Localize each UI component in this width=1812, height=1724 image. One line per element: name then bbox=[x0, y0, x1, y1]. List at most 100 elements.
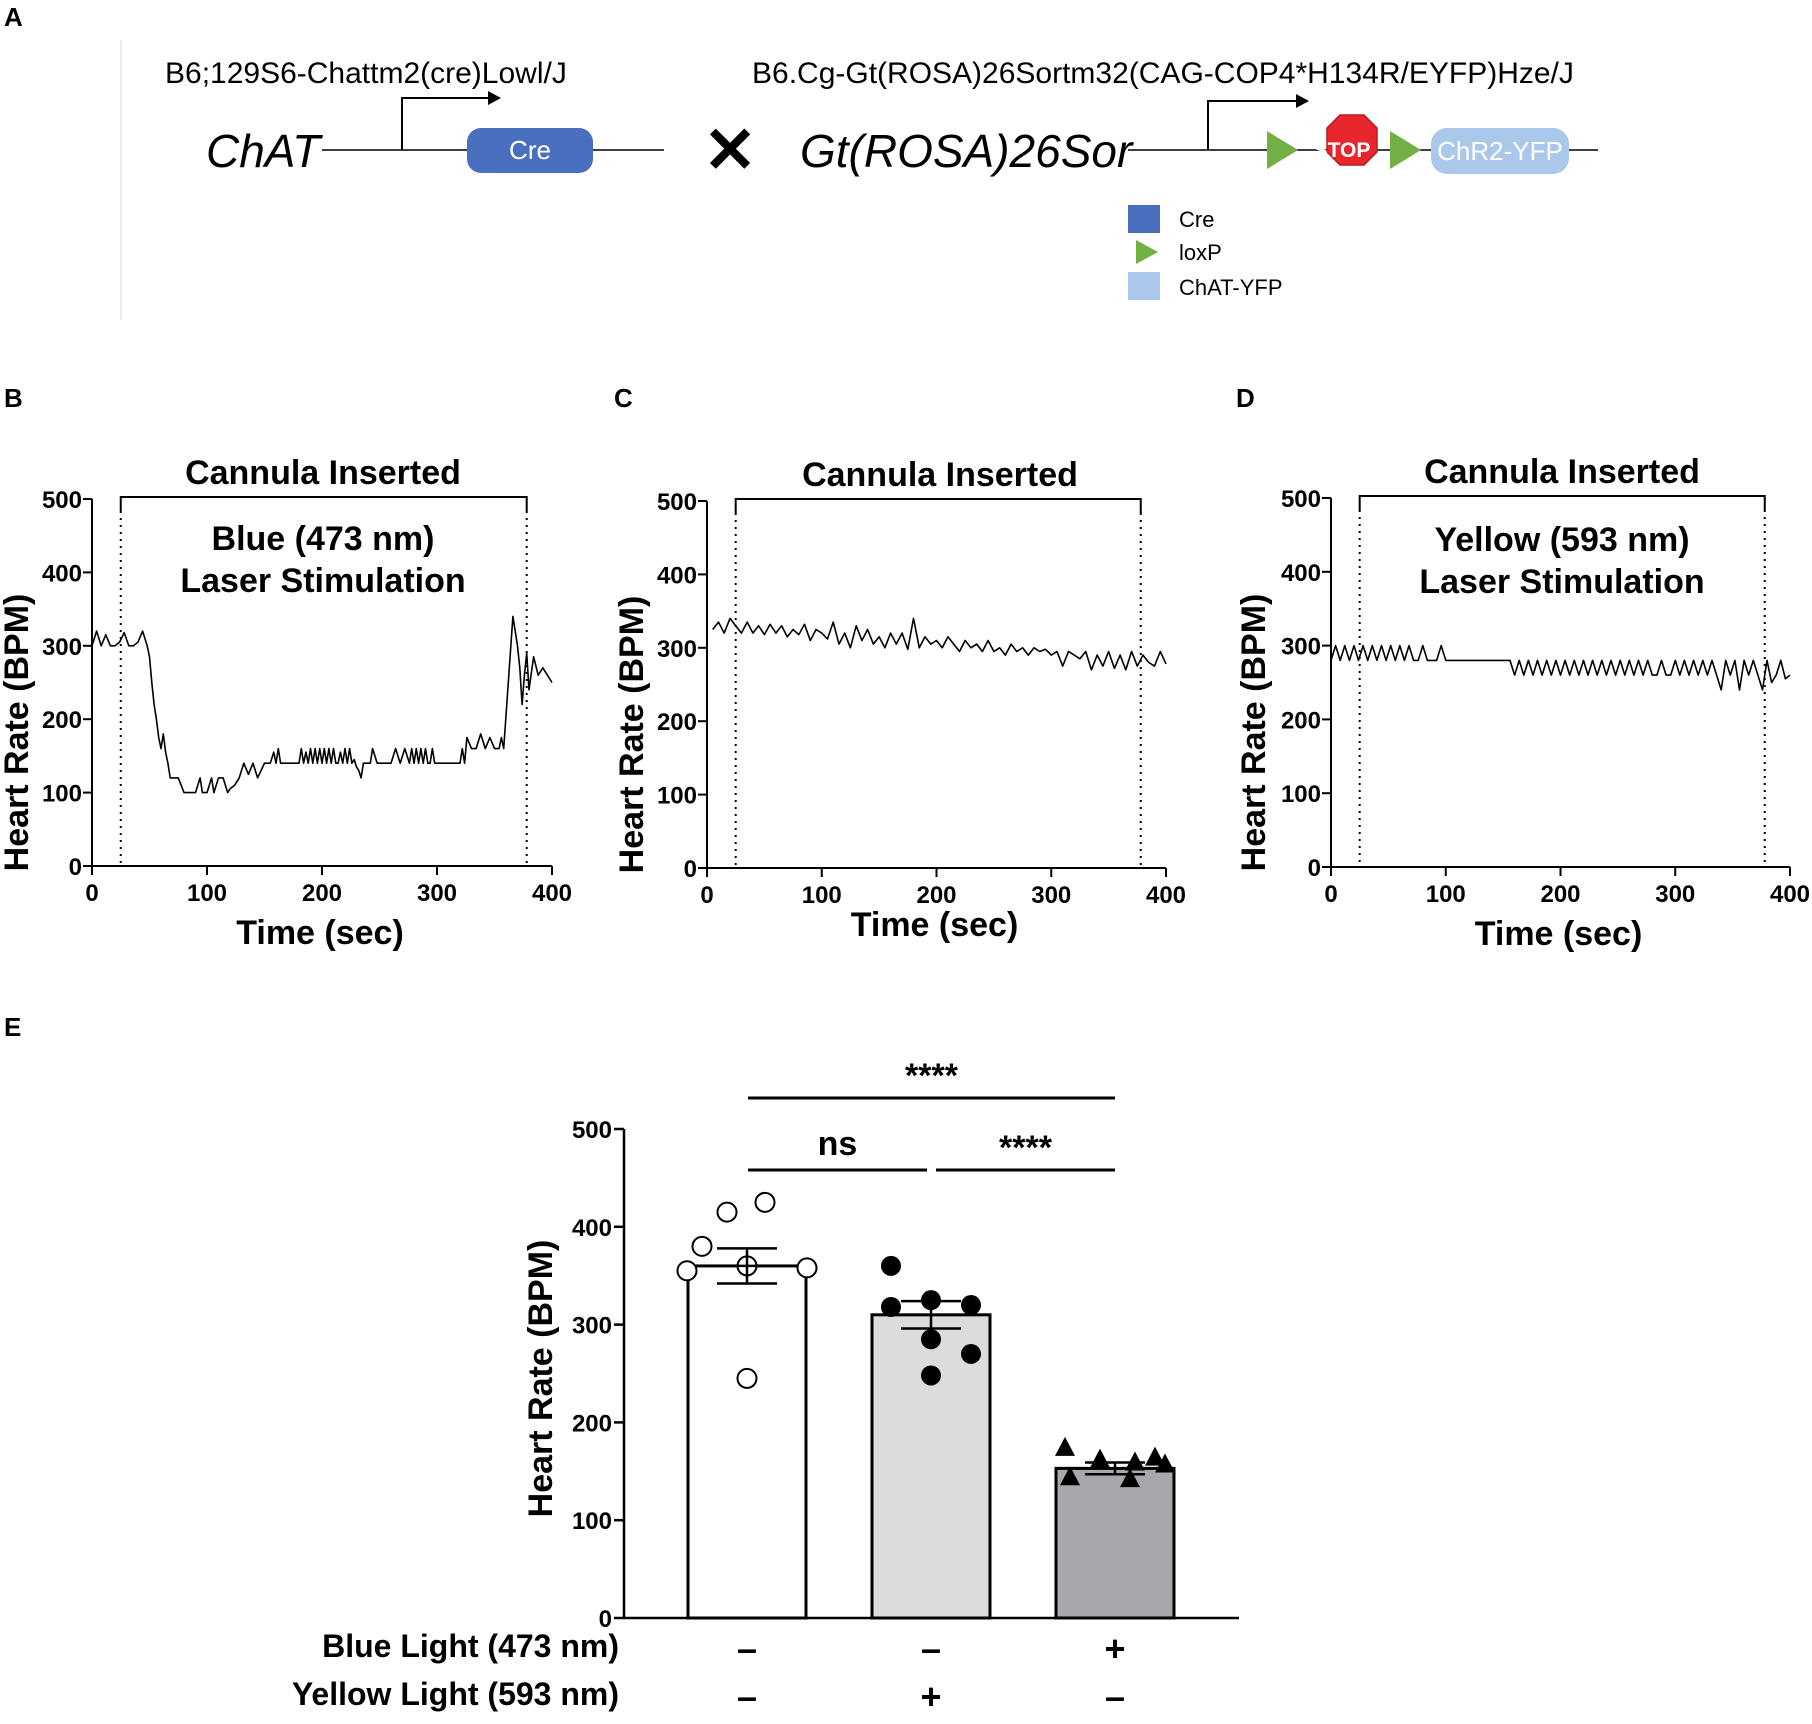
x-tick-label: 0 bbox=[700, 882, 713, 909]
condition-sign: – bbox=[737, 1676, 757, 1717]
stop-sign bbox=[1326, 114, 1378, 166]
significance-label: ns bbox=[818, 1125, 858, 1163]
bar-3 bbox=[1054, 1466, 1176, 1620]
genetics-legend: Cre loxP ChAT-YFP bbox=[1128, 205, 1283, 300]
panel-d: D 0 100 200 300 400 500 0 100 200 300 400 Time (sec… bbox=[1235, 383, 1810, 953]
y-tick-label: 300 bbox=[572, 1313, 612, 1340]
heart-rate-trace bbox=[91, 615, 553, 794]
y-tick-label: 100 bbox=[42, 781, 82, 808]
cre-box bbox=[467, 128, 593, 173]
strain-right-label: B6.Cg-Gt(ROSA)26Sortm32(CAG-COP4*H134R/E… bbox=[752, 57, 1574, 90]
data-point-open-circle bbox=[691, 1235, 713, 1257]
legend-swatch-cre bbox=[1128, 205, 1160, 233]
x-tick-label: 0 bbox=[1324, 881, 1337, 908]
data-point-triangle bbox=[1120, 1468, 1140, 1488]
bar-chart-e: 0 100 200 300 400 500 Heart Rate (BPM) **** ns **… bbox=[292, 1057, 1239, 1717]
x-tick-label: 0 bbox=[85, 880, 98, 907]
y-tick-label: 0 bbox=[69, 854, 82, 881]
y-tick-label: 300 bbox=[42, 634, 82, 661]
chr2-yfp-label: ChR2-YFP bbox=[1437, 136, 1563, 166]
y-tick-label: 100 bbox=[572, 1508, 612, 1535]
x-axis-title: Time (sec) bbox=[1475, 915, 1643, 953]
promoter-left-arrowhead bbox=[488, 91, 501, 105]
condition-label: Blue Light (473 nm) bbox=[322, 1628, 619, 1664]
condition-sign: + bbox=[920, 1676, 941, 1717]
data-point-triangle bbox=[1055, 1436, 1075, 1456]
y-tick-label: 200 bbox=[657, 709, 697, 736]
data-point-filled-circle bbox=[881, 1296, 901, 1317]
x-tick-label: 400 bbox=[532, 880, 572, 907]
data-point-open-circle bbox=[736, 1367, 758, 1389]
y-axis-title: Heart Rate (BPM) bbox=[1235, 594, 1273, 872]
legend-label-loxp: loxP bbox=[1179, 240, 1222, 265]
cre-box-label: Cre bbox=[509, 135, 551, 165]
stimulation-annotation: Laser Stimulation bbox=[1419, 563, 1704, 601]
condition-sign: + bbox=[1104, 1628, 1125, 1669]
line-chart-d: 0 100 200 300 400 500 0 100 200 300 400 Time (sec) H… bbox=[1235, 453, 1810, 953]
data-point-triangle bbox=[1060, 1466, 1080, 1486]
bracket-title: Cannula Inserted bbox=[185, 454, 461, 492]
panel-a: A B6;129S6-Chattm2(cre)Lowl/J B6.Cg-Gt(R… bbox=[4, 2, 1598, 320]
significance-label: **** bbox=[905, 1057, 959, 1095]
strain-left-label: B6;129S6-Chattm2(cre)Lowl/J bbox=[165, 57, 567, 90]
legend-label-cre: Cre bbox=[1179, 207, 1214, 232]
x-tick-label: 100 bbox=[1426, 881, 1466, 908]
panel-letter-b: B bbox=[4, 383, 23, 413]
data-point-triangle bbox=[1155, 1453, 1175, 1473]
heart-rate-trace bbox=[712, 617, 1167, 671]
y-tick-label: 200 bbox=[572, 1410, 612, 1437]
panel-c: C 0 100 200 300 400 500 0 100 200 300 400 Time (sec… bbox=[613, 383, 1186, 944]
x-tick-label: 300 bbox=[417, 880, 457, 907]
y-tick-label: 200 bbox=[1281, 707, 1321, 734]
y-tick-label: 500 bbox=[1281, 486, 1321, 513]
stimulation-annotation: Blue (473 nm) bbox=[212, 520, 435, 558]
cross-symbol: ✕ bbox=[703, 114, 757, 186]
condition-sign: – bbox=[921, 1628, 941, 1669]
stimulation-annotation: Laser Stimulation bbox=[180, 562, 465, 600]
loxp-triangle-2 bbox=[1390, 131, 1421, 169]
data-point-filled-circle bbox=[961, 1343, 981, 1364]
bar-1 bbox=[686, 1264, 808, 1620]
condition-sign: – bbox=[737, 1628, 757, 1669]
panel-letter-a: A bbox=[4, 2, 23, 32]
data-point-filled-circle bbox=[921, 1329, 941, 1350]
data-point-open-circle bbox=[676, 1260, 698, 1282]
y-axis-title: Heart Rate (BPM) bbox=[522, 1240, 560, 1518]
data-point-triangle bbox=[1090, 1448, 1110, 1468]
promoter-left-arrow bbox=[401, 97, 490, 150]
cannula-bracket bbox=[119, 496, 528, 511]
y-tick-label: 100 bbox=[1281, 781, 1321, 808]
condition-label: Yellow Light (593 nm) bbox=[292, 1676, 619, 1712]
y-tick-label: 400 bbox=[1281, 560, 1321, 587]
cannula-bracket bbox=[734, 498, 1142, 513]
legend-swatch-chat-yfp bbox=[1128, 272, 1160, 300]
x-tick-label: 400 bbox=[1770, 881, 1810, 908]
x-tick-label: 200 bbox=[302, 880, 342, 907]
panel-e: E 0 100 200 300 400 500 Heart Rate (BPM) **** ns… bbox=[4, 1012, 1239, 1717]
x-tick-label: 300 bbox=[1031, 882, 1071, 909]
data-point-open-circle bbox=[796, 1257, 818, 1279]
promoter-right-arrowhead bbox=[1296, 94, 1309, 108]
y-tick-label: 200 bbox=[42, 707, 82, 734]
data-point-filled-circle bbox=[881, 1255, 901, 1276]
gene-right-label: Gt(ROSA)26Sor bbox=[800, 125, 1134, 177]
x-tick-label: 100 bbox=[802, 882, 842, 909]
panel-b: B 0 100 200 300 400 500 0 100 200 300 400 Time (sec… bbox=[0, 383, 572, 952]
bracket-title: Cannula Inserted bbox=[1424, 453, 1700, 491]
data-point-triangle bbox=[1125, 1451, 1145, 1471]
y-tick-label: 100 bbox=[657, 783, 697, 810]
data-point-triangle bbox=[1145, 1446, 1165, 1466]
legend-swatch-loxp bbox=[1136, 240, 1158, 264]
y-tick-label: 500 bbox=[657, 489, 697, 516]
y-axis-title: Heart Rate (BPM) bbox=[613, 596, 651, 874]
line-chart-c: 0 100 200 300 400 500 0 100 200 300 400 Time (sec) H… bbox=[613, 456, 1186, 944]
data-point-open-circle bbox=[754, 1191, 776, 1213]
x-axis-title: Time (sec) bbox=[851, 906, 1019, 944]
y-tick-label: 400 bbox=[572, 1215, 612, 1242]
y-tick-label: 400 bbox=[657, 562, 697, 589]
x-tick-label: 300 bbox=[1655, 881, 1695, 908]
loxp-triangle-1 bbox=[1267, 131, 1298, 169]
heart-rate-trace bbox=[1330, 644, 1791, 691]
y-tick-label: 500 bbox=[572, 1117, 612, 1144]
